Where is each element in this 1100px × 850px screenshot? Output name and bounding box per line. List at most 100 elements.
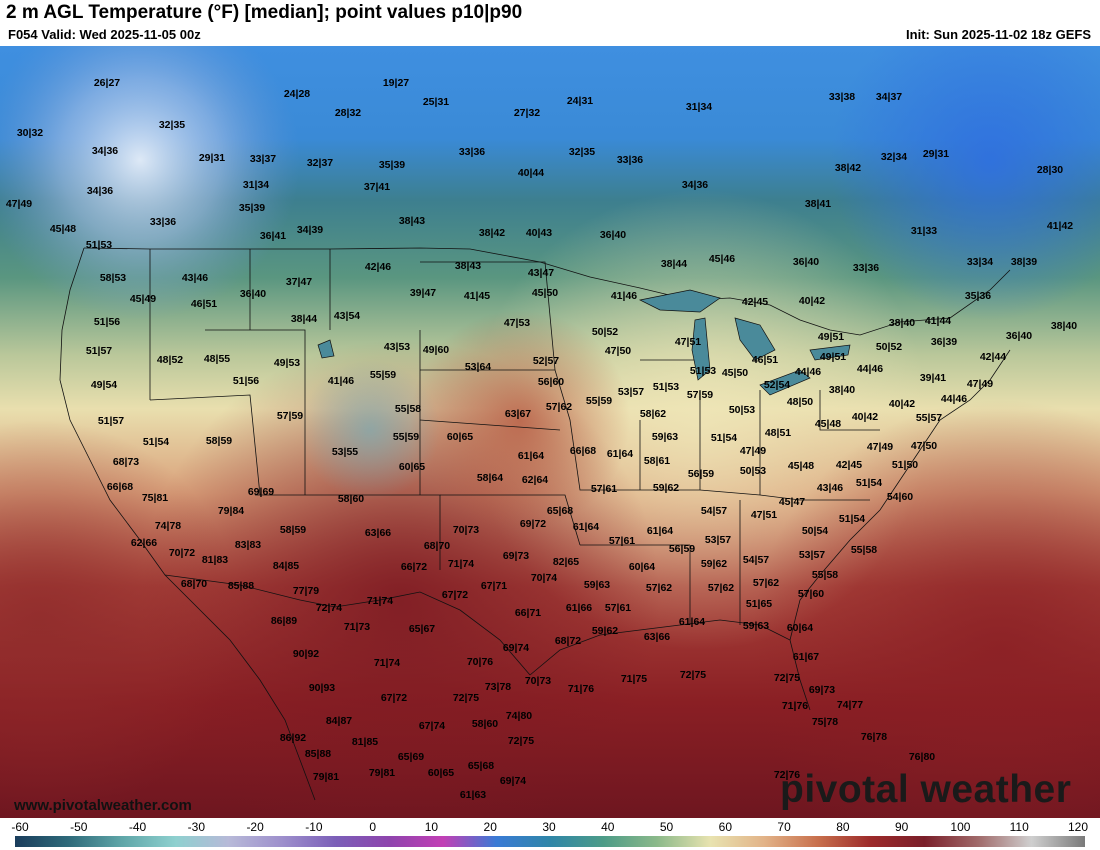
brand-logo: pivotal weather [780,768,1072,811]
point-value: 63|67 [505,408,531,420]
point-value: 38|42 [835,162,861,174]
point-value: 34|36 [87,185,113,197]
colorbar-tick-label: 110 [1009,820,1029,834]
point-value: 77|79 [293,585,319,597]
point-value: 34|39 [297,224,323,236]
colorbar-tick-label: -20 [246,820,264,834]
point-value: 43|54 [334,310,360,322]
init-time: Init: Sun 2025-11-02 18z GEFS [906,27,1091,42]
colorbar-tick-label: 10 [424,820,439,834]
point-value: 68|72 [555,635,581,647]
point-value: 54|57 [701,505,727,517]
point-value: 68|73 [113,456,139,468]
map-title: 2 m AGL Temperature (°F) [median]; point… [6,2,523,23]
point-value: 81|85 [352,736,378,748]
point-value: 36|40 [793,256,819,268]
lake-huron [734,317,776,361]
point-value: 55|59 [393,431,419,443]
point-value: 34|36 [682,179,708,191]
point-value: 70|73 [525,675,551,687]
colorbar-tick-label: 80 [836,820,850,834]
point-value: 61|67 [793,651,819,663]
point-value: 45|50 [722,367,748,379]
point-value: 41|46 [611,290,637,302]
point-value: 37|41 [364,181,390,193]
colorbar-tick-label: -50 [70,820,88,834]
colorbar-tick-label: 20 [483,820,497,834]
point-value: 50|54 [802,525,828,537]
point-value: 69|69 [248,486,274,498]
point-value: 49|51 [818,331,844,343]
point-value: 49|51 [820,351,846,363]
point-value: 38|44 [291,313,317,325]
point-value: 63|66 [644,631,670,643]
point-value: 58|59 [206,435,232,447]
point-value: 72|75 [680,669,706,681]
point-value: 32|35 [159,119,185,131]
point-value: 53|64 [465,361,491,373]
point-value: 58|62 [640,408,666,420]
point-value: 55|58 [395,403,421,415]
point-value: 36|40 [1006,330,1032,342]
point-value: 31|33 [911,225,937,237]
point-value: 45|46 [709,253,735,265]
point-value: 65|69 [398,751,424,763]
point-value: 24|28 [284,88,310,100]
point-value: 44|46 [795,366,821,378]
point-value: 46|51 [752,354,778,366]
point-value: 58|53 [100,272,126,284]
point-value: 66|68 [107,481,133,493]
point-value: 60|65 [399,461,425,473]
point-value: 57|62 [546,401,572,413]
point-value: 35|36 [965,290,991,302]
point-value: 56|60 [538,376,564,388]
watermark-url[interactable]: www.pivotalweather.com [14,797,192,814]
point-value: 61|64 [573,521,599,533]
point-value: 38|42 [479,227,505,239]
point-value: 53|57 [705,534,731,546]
lake-superior [638,289,721,313]
point-value: 73|78 [485,681,511,693]
point-value: 30|32 [17,127,43,139]
west-coast [59,247,316,801]
point-value: 51|57 [98,415,124,427]
point-value: 57|62 [753,577,779,589]
point-value: 51|54 [711,432,737,444]
point-value: 51|50 [892,459,918,471]
point-value: 71|74 [367,595,393,607]
point-value: 74|78 [155,520,181,532]
point-value: 57|61 [609,535,635,547]
point-value: 48|50 [787,396,813,408]
point-value: 72|75 [508,735,534,747]
point-value: 52|57 [533,355,559,367]
point-value: 53|57 [799,549,825,561]
point-value: 36|40 [600,229,626,241]
point-value: 62|64 [522,474,548,486]
point-value: 49|60 [423,344,449,356]
point-value: 69|72 [520,518,546,530]
great-lakes [317,289,851,396]
point-value: 51|56 [94,316,120,328]
point-value: 35|39 [239,202,265,214]
point-value: 81|83 [202,554,228,566]
point-value: 61|64 [647,525,673,537]
point-value: 74|77 [837,699,863,711]
colorbar-tick-label: 40 [601,820,615,834]
point-value: 43|47 [528,267,554,279]
point-value: 47|49 [6,198,32,210]
point-value: 84|87 [326,715,352,727]
point-value: 58|61 [644,455,670,467]
east-coast [789,349,1011,641]
point-value: 26|27 [94,77,120,89]
point-value: 38|44 [661,258,687,270]
colorbar-tick-label: -10 [305,820,323,834]
point-value: 27|32 [514,107,540,119]
point-value: 56|59 [669,543,695,555]
point-value: 69|73 [503,550,529,562]
point-value: 33|38 [829,91,855,103]
point-value: 36|39 [931,336,957,348]
colorbar-tick-label: -40 [128,820,147,834]
point-value: 45|48 [50,223,76,235]
point-value: 47|49 [967,378,993,390]
point-value: 67|74 [419,720,445,732]
